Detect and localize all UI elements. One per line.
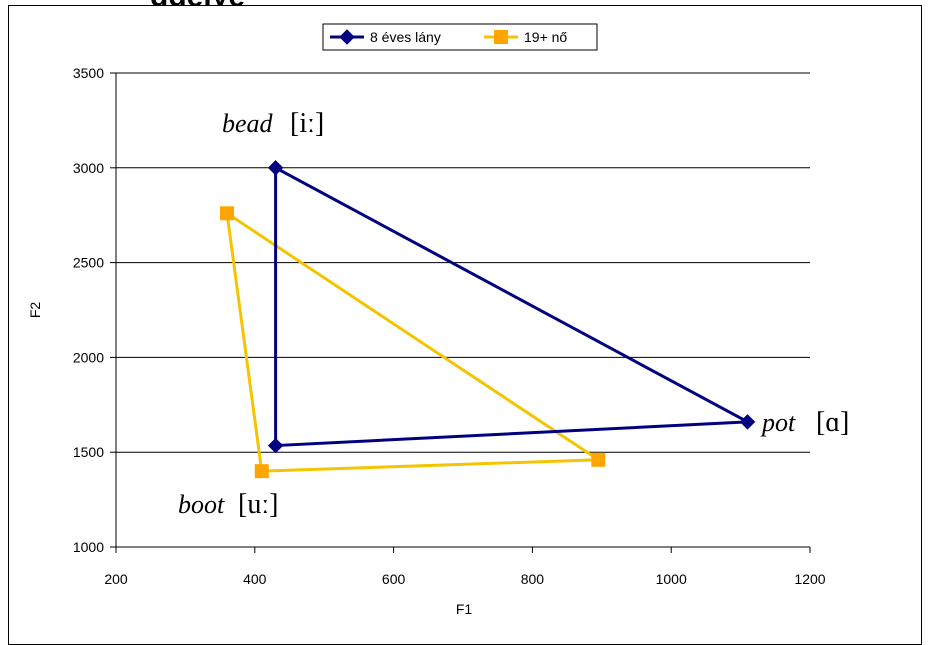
legend-marker — [339, 29, 355, 45]
data-point — [591, 452, 606, 467]
x-tick-label: 600 — [382, 571, 406, 587]
x-tick-label: 1000 — [656, 571, 687, 587]
annotation-pot: pot [ɑ] — [760, 407, 849, 438]
x-tick-label: 1200 — [794, 571, 825, 587]
y-ticks: 1000 1500 2000 2500 3000 3500 — [73, 65, 116, 555]
axes — [115, 73, 810, 548]
gridlines — [116, 72, 810, 453]
chart-frame — [8, 5, 922, 645]
y-tick-label: 1000 — [73, 539, 104, 555]
y-tick-label: 1500 — [73, 444, 104, 460]
y-tick-label: 2500 — [73, 255, 104, 271]
series-line — [225, 212, 600, 473]
series-women — [220, 206, 606, 479]
legend-box — [322, 23, 598, 51]
series — [220, 160, 756, 479]
x-ticks: 200 400 600 800 1000 1200 — [104, 547, 826, 587]
x-tick-label: 800 — [521, 571, 545, 587]
data-point — [267, 437, 284, 454]
y-tick-label: 3500 — [73, 65, 104, 81]
data-point — [739, 414, 756, 430]
y-tick-label: 2000 — [73, 349, 104, 365]
x-axis-label: F1 — [456, 601, 473, 617]
y-axis-label: F2 — [27, 302, 43, 319]
legend-items: 8 éves lány 19+ nő — [330, 29, 567, 45]
annotation-boot: boot [uː] — [178, 489, 278, 520]
series-girl — [267, 160, 756, 454]
annotation-bead-ipa: [iː] — [290, 108, 324, 139]
annotation-pot-ipa: [ɑ] — [816, 407, 849, 438]
legend-label: 8 éves lány — [370, 29, 441, 45]
x-tick-label: 200 — [104, 571, 128, 587]
annotation-boot-ipa: [uː] — [238, 489, 278, 520]
series-line — [274, 166, 750, 448]
legend: 8 éves lány 19+ nő — [322, 23, 598, 51]
legend-marker — [494, 30, 508, 44]
annotation-bead: bead [iː] — [222, 108, 324, 139]
data-point — [220, 206, 235, 221]
x-tick-label: 400 — [243, 571, 267, 587]
annotation-boot-word: boot — [178, 490, 225, 519]
y-tick-label: 3000 — [73, 160, 104, 176]
vowel-formant-chart: 200 400 600 800 1000 1200 1000 1500 2000 2500 300… — [27, 23, 849, 617]
annotation-bead-word: bead — [222, 109, 274, 138]
data-point — [267, 160, 284, 176]
legend-label: 19+ nő — [524, 29, 567, 45]
annotation-pot-word: pot — [760, 408, 796, 437]
data-point — [254, 464, 269, 479]
